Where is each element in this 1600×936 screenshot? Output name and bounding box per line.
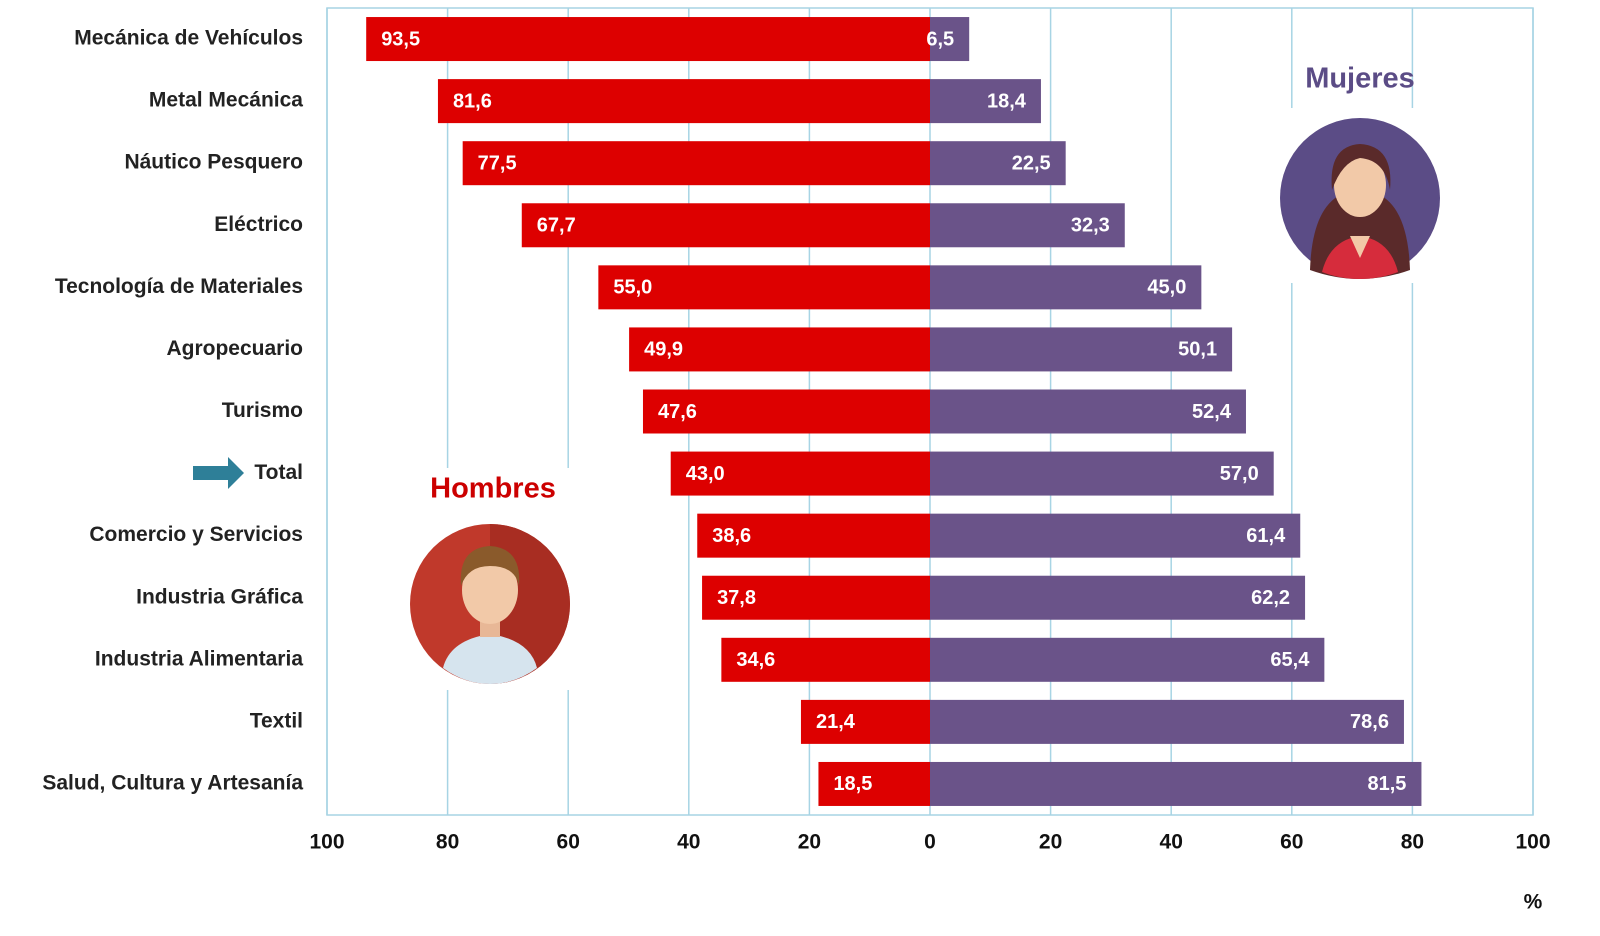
value-label: 67,7: [537, 215, 576, 237]
y-tick-label: Turismo: [222, 399, 303, 422]
value-label: 21,4: [816, 711, 856, 733]
bar: [629, 327, 930, 372]
y-tick-label: Salud, Cultura y Artesanía: [42, 772, 303, 795]
x-tick-label: 60: [1280, 831, 1303, 854]
bar: [930, 79, 1041, 124]
plot-frame: [326, 7, 1534, 816]
marks: 93,5 81,6 77,5 67,7 55,0 49,9 47,6 43,0 38,6 37,8…: [366, 17, 1422, 806]
bar: [930, 451, 1274, 496]
y-tick-label: Eléctrico: [214, 213, 303, 236]
bar: [521, 203, 930, 248]
y-tick-label: Agropecuario: [166, 337, 303, 360]
y-tick-label: Comercio y Servicios: [89, 523, 303, 546]
value-label: 57,0: [1220, 463, 1259, 485]
value-label: 49,9: [644, 339, 683, 361]
x-tick-label: 20: [1039, 831, 1062, 854]
x-tick-label: 60: [557, 831, 580, 854]
legend-label: Hombres: [430, 473, 556, 505]
value-label: 55,0: [613, 277, 652, 299]
bar: [437, 79, 930, 124]
y-tick-label: Mecánica de Vehículos: [74, 27, 303, 50]
x-tick-label: 0: [924, 831, 936, 854]
value-label: 77,5: [478, 152, 517, 174]
legend-label: Mujeres: [1305, 63, 1415, 95]
value-label: 52,4: [1192, 401, 1232, 423]
bar: [930, 141, 1066, 186]
x-tick-label: 80: [436, 831, 459, 854]
bar: [930, 389, 1246, 434]
value-label: 47,6: [658, 401, 697, 423]
bar: [366, 17, 930, 62]
y-tick-label: Total: [254, 461, 303, 484]
x-tick-label: 20: [798, 831, 821, 854]
bar: [930, 203, 1125, 248]
bar: [818, 761, 930, 806]
value-label: 81,5: [1368, 773, 1407, 795]
bar: [930, 575, 1306, 620]
bar: [697, 513, 930, 558]
bar: [930, 637, 1325, 682]
male-icon: [400, 468, 580, 690]
y-tick-label: Textil: [250, 709, 303, 732]
value-label: 78,6: [1350, 711, 1389, 733]
x-tick-label: 100: [1515, 831, 1550, 854]
value-label: 38,6: [712, 525, 751, 547]
axis-label: %: [1524, 891, 1543, 914]
x-tick-label: 40: [677, 831, 700, 854]
value-label: 65,4: [1270, 649, 1310, 671]
y-tick-label: Industria Gráfica: [136, 585, 303, 608]
bar: [930, 17, 970, 62]
value-label: 50,1: [1178, 339, 1217, 361]
value-label: 6,5: [926, 28, 954, 50]
bar: [800, 699, 930, 744]
bar: [702, 575, 930, 620]
bar: [930, 761, 1422, 806]
x-tick-label: 40: [1160, 831, 1183, 854]
value-label: 32,3: [1071, 215, 1110, 237]
bar: [930, 699, 1404, 744]
x-tick-label: 80: [1401, 831, 1424, 854]
y-tick-label: Metal Mecánica: [149, 89, 303, 112]
bar: [462, 141, 930, 186]
value-label: 22,5: [1012, 152, 1051, 174]
y-tick-label: Industria Alimentaria: [95, 647, 303, 670]
female-icon: [1270, 108, 1450, 283]
value-label: 18,4: [987, 90, 1027, 112]
bar: [598, 265, 930, 310]
value-label: 62,2: [1251, 587, 1290, 609]
y-tick-label: Tecnología de Materiales: [55, 275, 303, 298]
bar: [930, 327, 1233, 372]
y-tick-label: Náutico Pesquero: [124, 151, 303, 174]
x-tick-label: 100: [309, 831, 344, 854]
value-label: 45,0: [1147, 277, 1186, 299]
value-label: 37,8: [717, 587, 756, 609]
bar: [930, 265, 1202, 310]
value-label: 18,5: [833, 773, 872, 795]
value-label: 93,5: [381, 28, 420, 50]
value-label: 61,4: [1246, 525, 1286, 547]
bar: [721, 637, 930, 682]
bar: [642, 389, 930, 434]
value-label: 43,0: [686, 463, 725, 485]
bar: [930, 513, 1301, 558]
value-label: 34,6: [736, 649, 775, 671]
value-label: 81,6: [453, 90, 492, 112]
bar: [670, 451, 930, 496]
arrow: [193, 457, 244, 489]
